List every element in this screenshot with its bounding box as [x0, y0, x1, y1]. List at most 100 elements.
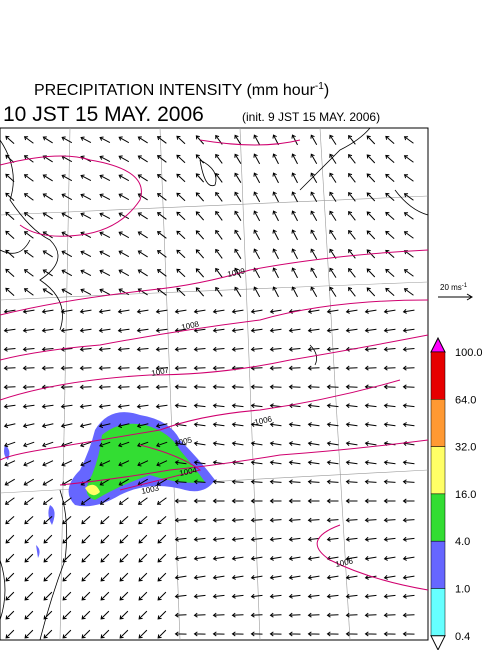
colorbar-cell: [430, 351, 446, 400]
wind-arrow: [366, 287, 376, 297]
wind-arrow: [5, 135, 15, 145]
wind-arrow: [326, 346, 339, 352]
wind-arrow: [250, 536, 263, 542]
wind-arrow: [174, 309, 187, 314]
wind-arrow: [385, 287, 395, 296]
wind-arrow: [272, 248, 279, 260]
wind-arrow: [215, 267, 223, 278]
wind-arrow: [80, 497, 91, 505]
wind-arrow: [118, 250, 130, 258]
wind-arrow: [269, 517, 282, 523]
wind-arrow: [98, 309, 111, 314]
wind-arrow: [269, 593, 282, 599]
wind-arrow: [291, 210, 298, 222]
wind-arrow: [291, 267, 298, 279]
wind-arrow: [174, 631, 187, 637]
wind-arrow: [193, 575, 206, 580]
wind-arrow: [269, 365, 282, 371]
wind-arrow: [326, 384, 339, 390]
wind-arrow: [157, 534, 167, 544]
wind-arrow: [307, 365, 320, 371]
wind-arrow: [366, 192, 376, 202]
wind-arrow: [195, 211, 205, 221]
wind-arrow: [5, 287, 15, 297]
wind-arrow: [61, 212, 73, 220]
wind-arrow: [42, 193, 53, 201]
wind-arrow: [98, 423, 111, 429]
wind-arrow: [383, 517, 396, 523]
wind-arrow: [5, 192, 15, 202]
wind-arrow: [345, 403, 358, 409]
wind-arrow: [310, 286, 318, 298]
wind-arrow: [383, 384, 396, 390]
wind-arrow: [402, 536, 415, 542]
wind-arrow: [310, 134, 318, 146]
wind-arrow: [345, 309, 358, 314]
wind-arrow: [137, 460, 149, 467]
wind-arrow: [326, 422, 339, 428]
wind-arrow: [136, 403, 149, 409]
wind-arrow: [193, 309, 206, 314]
wind-arrow: [364, 309, 377, 314]
wind-arrow: [383, 631, 396, 637]
wind-arrow: [212, 517, 225, 523]
wind-arrow: [385, 268, 395, 277]
wind-arrow: [193, 403, 206, 409]
colorbar-cell: [430, 588, 446, 637]
wind-arrow: [215, 248, 223, 259]
wind-arrow: [61, 174, 73, 182]
wind-arrow: [99, 460, 111, 467]
wind-arrow: [288, 327, 301, 333]
wind-arrow: [272, 134, 279, 146]
isobar-label: 1003: [141, 483, 161, 496]
colorbar-label: 32.0: [455, 442, 476, 454]
wind-arrow: [231, 327, 244, 333]
wind-arrow: [291, 191, 298, 203]
wind-arrow: [156, 193, 167, 201]
wind-arrow: [326, 479, 339, 485]
wind-arrow: [402, 479, 415, 485]
wind-arrow: [364, 327, 377, 333]
wind-arrow: [22, 346, 35, 352]
wind-arrow: [41, 309, 54, 314]
wind-arrow: [403, 136, 414, 144]
wind-arrow: [269, 631, 282, 637]
wind-arrow: [174, 365, 187, 371]
wind-arrow: [24, 591, 34, 601]
wind-arrow: [326, 536, 339, 542]
wind-arrow: [136, 423, 149, 429]
wind-arrow: [345, 327, 358, 333]
wind-arrow: [326, 498, 339, 504]
wind-arrow: [288, 498, 301, 504]
wind-arrow: [364, 403, 377, 409]
wind-arrow: [62, 591, 72, 601]
wind-arrow: [212, 631, 225, 637]
wind-arrow: [138, 610, 148, 620]
wind-arrow: [326, 593, 339, 599]
wind-arrow: [402, 403, 415, 409]
wind-arrow: [42, 478, 53, 486]
wind-arrow: [269, 441, 282, 446]
wind-arrow: [348, 248, 356, 259]
wind-arrow: [250, 631, 263, 637]
wind-arrow: [176, 268, 186, 278]
wind-arrow: [43, 572, 53, 582]
wind-arrow: [119, 515, 129, 525]
wind-arrow: [329, 267, 337, 278]
wind-arrow: [231, 593, 244, 599]
wind-arrow: [385, 211, 395, 220]
wind-arrow: [307, 612, 320, 618]
wind-arrow: [383, 498, 396, 504]
wind-arrow: [307, 403, 320, 409]
wind-arrow: [42, 497, 53, 505]
wind-arrow: [80, 174, 92, 181]
wind-arrow: [23, 441, 35, 448]
wind-arrow: [61, 193, 73, 201]
wind-arrow: [81, 610, 91, 620]
wind-arrow: [269, 327, 282, 333]
wind-arrow: [156, 497, 167, 505]
wind-arrow: [100, 534, 110, 544]
wind-arrow: [42, 174, 53, 182]
wind-scale-text: 20 ms: [440, 283, 462, 292]
wind-arrow: [100, 629, 110, 639]
